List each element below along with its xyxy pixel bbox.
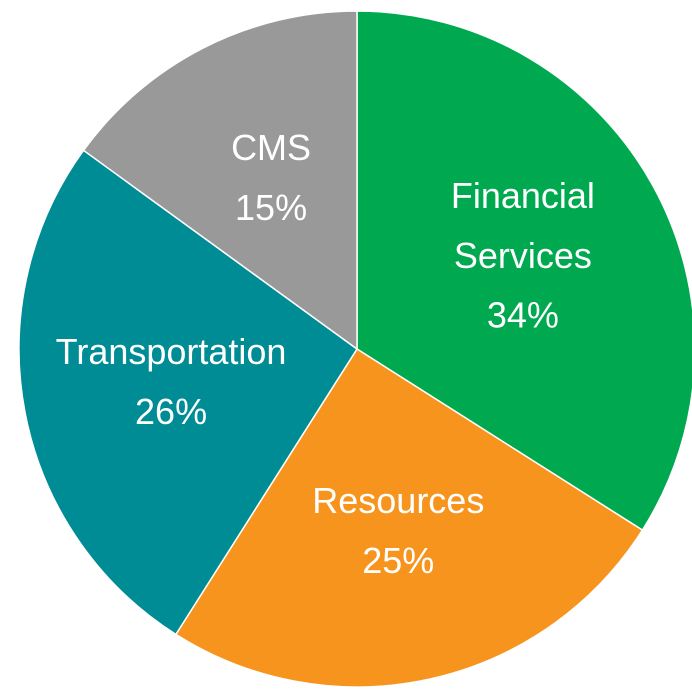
slice-value-label: 25%: [362, 540, 434, 581]
slice-label: Resources: [312, 480, 484, 521]
slice-value-label: 26%: [135, 391, 207, 432]
pie-slice: [174, 347, 644, 688]
slice-value-label: 34%: [487, 294, 559, 335]
slice-label: Transportation: [56, 331, 287, 372]
pie-slice: [82, 10, 358, 351]
slice-label: CMS: [231, 127, 311, 168]
pie-slice: [356, 10, 692, 532]
pie-slice: [18, 149, 359, 636]
slice-value-label: 15%: [235, 187, 307, 228]
slice-label: Financial Services: [451, 174, 595, 275]
